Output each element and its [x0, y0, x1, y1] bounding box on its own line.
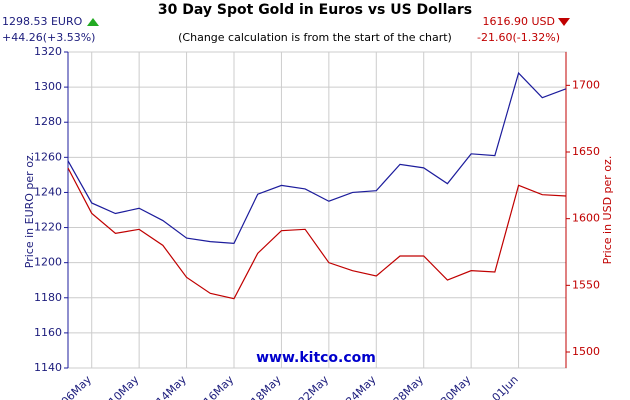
down-icon	[558, 18, 570, 26]
watermark: www.kitco.com	[256, 350, 376, 366]
series-line	[67, 167, 567, 300]
y-tick-label: 1240	[34, 185, 62, 198]
plot-area	[67, 51, 567, 369]
chart-title: 30 Day Spot Gold in Euros vs US Dollars	[158, 2, 472, 18]
y-tick-label: 1140	[34, 361, 62, 374]
chart-subtitle: (Change calculation is from the start of…	[178, 31, 452, 44]
y-tick-label: 1260	[34, 150, 62, 163]
usd-price: 1616.90 USD	[483, 15, 556, 28]
y-tick-label: 1160	[34, 326, 62, 339]
y2-axis-label: Price in USD per oz.	[601, 156, 614, 265]
series-line	[67, 71, 567, 244]
y2-tick-label: 1650	[572, 145, 600, 158]
up-icon	[87, 18, 99, 26]
euro-price: 1298.53 EURO	[2, 15, 83, 28]
y-axis-label: Price in EURO per oz.	[23, 152, 36, 268]
y-tick-label: 1180	[34, 291, 62, 304]
y-tick-label: 1300	[34, 80, 62, 93]
y-tick-label: 1320	[34, 45, 62, 58]
y2-tick-label: 1550	[572, 278, 600, 291]
usd-change: -21.60(-1.32%)	[477, 31, 560, 44]
y-tick-label: 1200	[34, 256, 62, 269]
y2-tick-label: 1600	[572, 212, 600, 225]
y-tick-label: 1280	[34, 115, 62, 128]
y2-tick-label: 1700	[572, 78, 600, 91]
y-tick-label: 1220	[34, 221, 62, 234]
euro-change: +44.26(+3.53%)	[2, 31, 95, 44]
y2-tick-label: 1500	[572, 345, 600, 358]
